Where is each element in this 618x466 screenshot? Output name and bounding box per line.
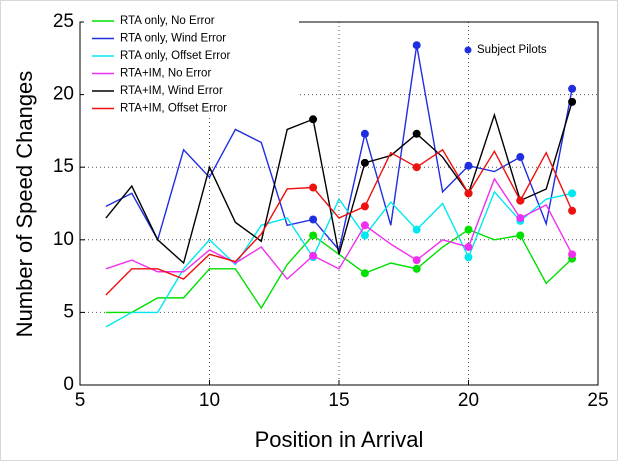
y-tick-label: 10 — [53, 229, 74, 250]
annotation: Subject Pilots — [477, 44, 547, 56]
x-tick-label: 10 — [199, 390, 220, 411]
legend-label: RTA+IM, Offset Error — [120, 103, 227, 115]
legend-label: RTA only, Offset Error — [120, 50, 231, 62]
subject-pilot-marker — [516, 153, 525, 162]
subject-pilot-marker — [412, 163, 421, 172]
subject-pilot-marker — [309, 251, 318, 260]
y-tick-label: 25 — [53, 11, 74, 32]
subject-pilot-marker — [360, 129, 369, 138]
y-tick-label: 5 — [63, 301, 74, 322]
subject-pilot-marker — [412, 225, 421, 234]
subject-pilot-marker — [309, 215, 318, 224]
subject-pilot-marker — [360, 231, 369, 240]
subject-pilot-marker — [412, 264, 421, 273]
subject-pilot-marker — [568, 84, 577, 93]
series-line — [105, 190, 573, 328]
subject-pilot-marker — [309, 231, 318, 240]
subject-pilot-marker — [464, 161, 473, 170]
subject-pilot-marker — [360, 202, 369, 211]
y-tick-label: 15 — [53, 156, 74, 177]
subject-pilot-marker — [568, 250, 577, 259]
series-line — [105, 177, 573, 281]
subject-pilot-marker — [464, 253, 473, 262]
subject-pilot-marker — [568, 97, 577, 106]
x-axis-label: Position in Arrival — [255, 427, 424, 452]
y-tick-label: 20 — [53, 84, 74, 105]
y-tick-label: 0 — [63, 374, 74, 395]
subject-pilot-marker — [568, 189, 577, 198]
subject-pilot-marker — [568, 206, 577, 215]
legend-label: RTA only, Wind Error — [120, 33, 226, 45]
legend-label: RTA+IM, Wind Error — [120, 85, 223, 97]
subject-pilot-marker — [464, 243, 473, 252]
subject-pilot-marker — [360, 221, 369, 230]
subject-pilot-marker — [412, 41, 421, 50]
annotation-marker — [464, 46, 472, 54]
subject-pilot-marker — [412, 129, 421, 138]
subject-pilot-marker — [516, 214, 525, 223]
x-tick-label: 25 — [587, 390, 608, 411]
subject-pilot-marker — [309, 115, 318, 124]
subject-pilot-marker — [516, 231, 525, 240]
legend-box — [84, 8, 299, 117]
series-line — [105, 45, 573, 252]
subject-pilot-marker — [309, 183, 318, 192]
subject-pilot-marker — [360, 269, 369, 278]
subject-pilot-marker — [464, 225, 473, 234]
series-line — [105, 148, 573, 296]
subject-pilot-marker — [516, 196, 525, 205]
series-line — [105, 101, 573, 265]
x-tick-label: 5 — [75, 390, 86, 411]
subject-pilot-marker — [412, 256, 421, 265]
subject-pilot-marker — [464, 189, 473, 198]
x-tick-label: 20 — [458, 390, 479, 411]
axes-box — [79, 21, 599, 386]
y-axis-label: Number of Speed Changes — [12, 71, 37, 338]
subject-pilot-marker — [360, 158, 369, 167]
legend-label: RTA+IM, No Error — [120, 68, 211, 80]
legend-label: RTA only, No Error — [120, 15, 215, 27]
x-tick-label: 15 — [328, 390, 349, 411]
